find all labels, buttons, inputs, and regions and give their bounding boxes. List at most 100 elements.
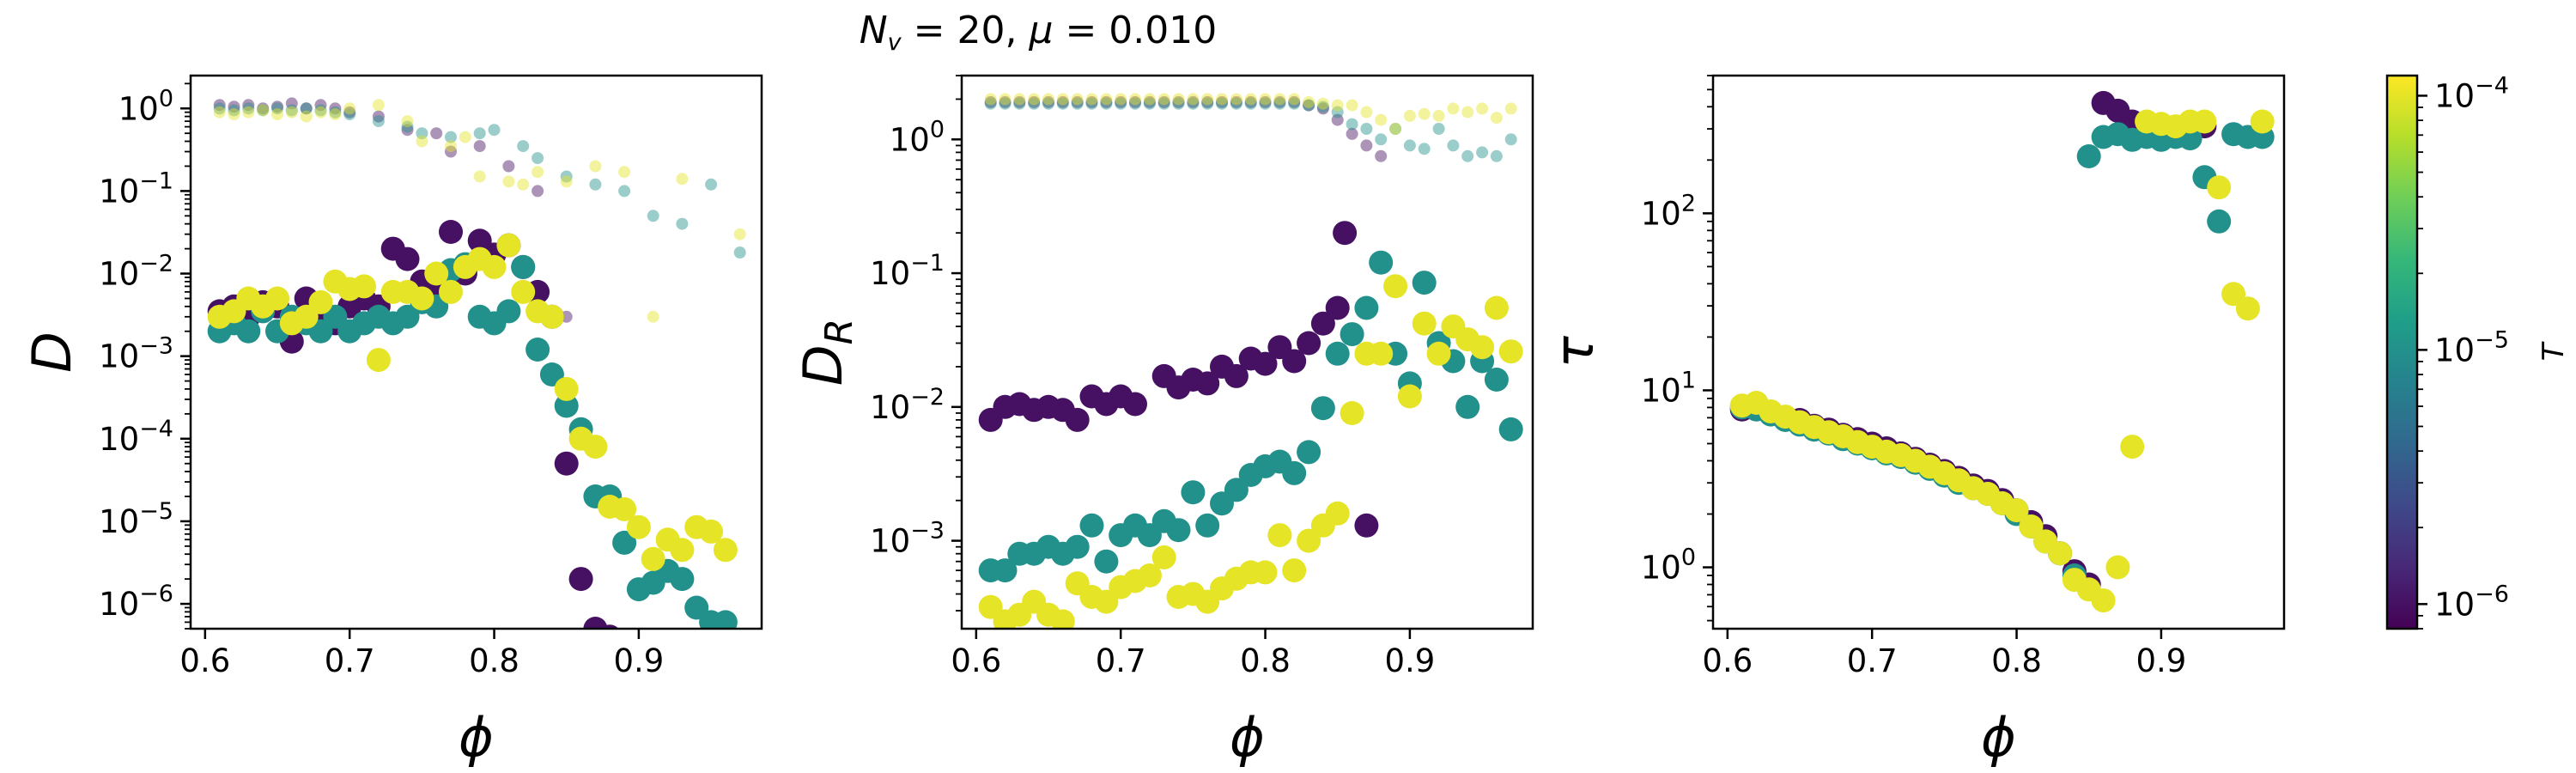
faint-data-point xyxy=(1316,102,1329,115)
data-point xyxy=(1340,401,1364,425)
panel-tau: 0.6 0.7 0.8 0.9 102 101 100 ϕ τ xyxy=(1543,74,2286,769)
x-tick-label: 0.7 xyxy=(325,642,375,679)
faint-data-point xyxy=(560,175,573,188)
faint-data-point xyxy=(1115,97,1127,110)
faint-data-point xyxy=(1476,102,1489,115)
data-point xyxy=(993,558,1018,583)
faint-data-point xyxy=(532,185,544,198)
data-point xyxy=(1065,407,1090,432)
faint-data-point xyxy=(1216,97,1228,110)
y-tick-label: 10−6 xyxy=(99,581,173,623)
data-point xyxy=(1267,523,1292,548)
faint-data-point xyxy=(1403,139,1416,152)
faint-data-point xyxy=(1143,95,1156,108)
x-tick-label: 0.9 xyxy=(613,642,664,679)
faint-data-point xyxy=(314,106,327,119)
colorbar-tick-label: 10−5 xyxy=(2434,326,2509,368)
faint-data-point xyxy=(228,104,240,117)
data-point xyxy=(1297,528,1321,553)
faint-data-point xyxy=(314,104,327,117)
points-layer xyxy=(978,93,1523,629)
data-point xyxy=(1282,349,1307,374)
data-point xyxy=(410,286,434,311)
y-tick-label: 101 xyxy=(1641,367,1696,409)
faint-data-point xyxy=(1071,97,1084,110)
x-axis-label: ϕ xyxy=(1981,706,2016,769)
data-point xyxy=(1224,478,1249,502)
faint-data-point xyxy=(1201,93,1214,106)
data-point xyxy=(568,567,593,592)
colorbar-tick-label: 10−6 xyxy=(2434,581,2509,623)
data-point xyxy=(1065,534,1090,559)
faint-data-point xyxy=(1187,97,1200,110)
data-point xyxy=(1253,351,1278,376)
faint-data-point xyxy=(1288,97,1301,110)
y-tick-label: 100 xyxy=(1641,545,1696,587)
faint-data-point xyxy=(1490,149,1503,162)
x-tick-label: 0.6 xyxy=(951,642,1001,679)
faint-data-point xyxy=(445,131,457,143)
data-point xyxy=(1137,563,1162,587)
faint-data-point xyxy=(271,102,283,115)
faint-data-point xyxy=(1346,127,1358,140)
data-point xyxy=(1151,545,1176,569)
faint-data-point xyxy=(1056,97,1069,110)
faint-data-point xyxy=(1100,97,1113,110)
data-point xyxy=(424,261,449,286)
x-tick-label: 0.8 xyxy=(1991,642,2042,679)
data-point xyxy=(265,286,289,311)
faint-data-point xyxy=(589,178,602,191)
faint-data-point xyxy=(401,124,414,137)
faint-data-point xyxy=(473,127,486,140)
faint-data-point xyxy=(300,102,313,115)
data-point xyxy=(2048,541,2073,566)
data-point xyxy=(395,247,420,271)
axes-frame xyxy=(1711,74,2286,630)
faint-data-point xyxy=(213,102,226,115)
faint-data-point xyxy=(532,166,544,179)
faint-data-point xyxy=(242,106,255,119)
data-point xyxy=(713,610,738,629)
data-point xyxy=(395,304,420,329)
data-point xyxy=(2207,209,2232,234)
faint-data-point xyxy=(1216,95,1228,108)
faint-data-point xyxy=(705,178,718,191)
faint-data-point xyxy=(1157,93,1170,106)
data-point xyxy=(684,595,709,620)
faint-data-point xyxy=(445,140,457,153)
figure-title: Nv = 20, μ = 0.010 xyxy=(860,9,1218,56)
y-tick-label: 10−2 xyxy=(870,384,945,426)
faint-data-point xyxy=(1028,97,1041,110)
faint-data-point xyxy=(1389,123,1402,135)
faint-data-point xyxy=(1288,95,1301,108)
faint-data-point xyxy=(1259,95,1272,108)
faint-data-point xyxy=(1028,95,1041,108)
data-point xyxy=(2076,144,2101,168)
faint-data-point xyxy=(1331,99,1344,112)
data-point xyxy=(1094,549,1119,574)
colorbar: 10−6 10−5 10−4 T xyxy=(2385,72,2571,630)
faint-data-point xyxy=(999,93,1012,106)
faint-data-point xyxy=(228,100,240,113)
y-axis-label: DR xyxy=(792,319,861,386)
faint-data-point xyxy=(647,310,659,323)
data-point xyxy=(1455,394,1480,419)
faint-data-point xyxy=(314,99,327,112)
faint-data-point xyxy=(1013,97,1026,110)
faint-data-point xyxy=(1129,97,1141,110)
data-point xyxy=(612,530,637,555)
data-point xyxy=(1470,335,1495,360)
y-tick-label: 10−4 xyxy=(99,416,173,458)
faint-data-point xyxy=(502,160,515,173)
faint-data-point xyxy=(1259,93,1272,106)
data-point xyxy=(1333,221,1358,246)
axes-frame xyxy=(960,74,1534,630)
faint-data-point xyxy=(999,97,1012,110)
faint-data-point xyxy=(1360,139,1373,152)
data-point xyxy=(1498,417,1523,441)
faint-data-point xyxy=(401,115,414,128)
faint-data-point xyxy=(1432,123,1445,135)
faint-data-point xyxy=(1504,102,1517,115)
faint-data-point xyxy=(1303,99,1315,112)
faint-data-point xyxy=(1216,93,1228,106)
